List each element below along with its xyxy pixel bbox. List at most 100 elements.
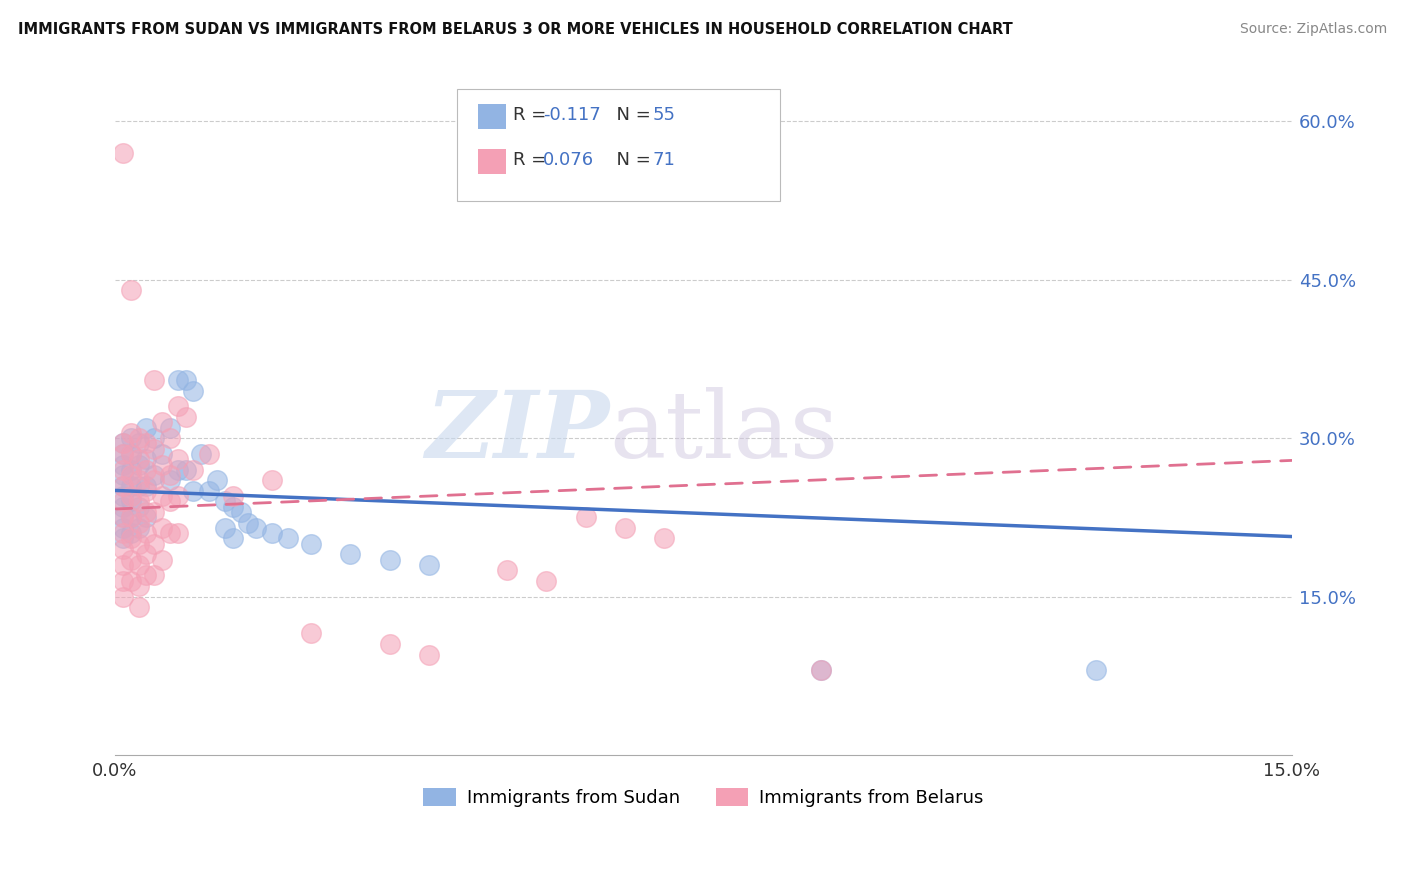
Point	[143, 431, 166, 445]
Point	[166, 489, 188, 503]
Point	[166, 463, 188, 477]
Point	[120, 510, 142, 524]
Point	[166, 400, 188, 414]
Point	[111, 521, 134, 535]
Point	[260, 474, 283, 488]
Point	[111, 590, 134, 604]
Point	[128, 431, 150, 445]
Point	[128, 478, 150, 492]
Point	[135, 510, 157, 524]
Text: Source: ZipAtlas.com: Source: ZipAtlas.com	[1240, 22, 1388, 37]
Point	[143, 505, 166, 519]
Point	[111, 510, 134, 524]
Text: 0.076: 0.076	[543, 151, 593, 169]
Point	[135, 568, 157, 582]
Point	[378, 552, 401, 566]
Point	[120, 283, 142, 297]
Point	[159, 494, 181, 508]
Point	[120, 532, 142, 546]
Point	[143, 442, 166, 456]
Text: R =: R =	[513, 151, 553, 169]
Point	[135, 547, 157, 561]
Point	[111, 436, 134, 450]
Point	[150, 458, 173, 472]
Point	[120, 494, 142, 508]
Text: atlas: atlas	[609, 387, 838, 477]
Point	[613, 521, 636, 535]
Point	[143, 537, 166, 551]
Point	[111, 478, 134, 492]
Point	[111, 541, 134, 556]
Point	[1084, 664, 1107, 678]
Point	[198, 483, 221, 498]
Point	[128, 452, 150, 467]
Point	[575, 510, 598, 524]
Point	[183, 483, 205, 498]
Point	[128, 458, 150, 472]
Point	[120, 552, 142, 566]
Point	[222, 500, 245, 514]
Point	[198, 447, 221, 461]
Point	[143, 468, 166, 483]
Point	[120, 468, 142, 483]
Point	[159, 431, 181, 445]
Point	[135, 436, 157, 450]
Point	[229, 505, 252, 519]
Point	[135, 478, 157, 492]
Point	[111, 468, 134, 483]
Point	[128, 500, 150, 514]
Point	[159, 526, 181, 541]
Point	[143, 568, 166, 582]
Point	[222, 489, 245, 503]
Point	[128, 600, 150, 615]
Point	[135, 452, 157, 467]
Point	[245, 521, 267, 535]
Point	[183, 384, 205, 398]
Point	[214, 521, 236, 535]
Point	[166, 373, 188, 387]
Point	[378, 637, 401, 651]
Text: R =: R =	[513, 106, 553, 124]
Point	[150, 521, 173, 535]
Point	[111, 500, 134, 514]
Point	[128, 436, 150, 450]
Point	[128, 516, 150, 530]
Point	[299, 537, 322, 551]
Point	[150, 415, 173, 429]
Text: N =: N =	[605, 151, 657, 169]
Point	[135, 505, 157, 519]
Point	[111, 478, 134, 492]
Point	[810, 664, 832, 678]
Point	[418, 648, 440, 662]
Point	[214, 494, 236, 508]
Point	[111, 447, 134, 461]
Point	[120, 489, 142, 503]
Point	[111, 532, 134, 546]
Point	[120, 574, 142, 588]
Point	[143, 373, 166, 387]
Text: 71: 71	[652, 151, 675, 169]
Text: IMMIGRANTS FROM SUDAN VS IMMIGRANTS FROM BELARUS 3 OR MORE VEHICLES IN HOUSEHOLD: IMMIGRANTS FROM SUDAN VS IMMIGRANTS FROM…	[18, 22, 1014, 37]
Point	[174, 409, 197, 424]
Point	[111, 494, 134, 508]
Point	[111, 463, 134, 477]
Point	[174, 463, 197, 477]
Point	[120, 478, 142, 492]
Point	[120, 447, 142, 461]
Point	[128, 558, 150, 572]
Point	[205, 474, 228, 488]
Point	[128, 474, 150, 488]
Point	[159, 420, 181, 434]
Point	[159, 474, 181, 488]
Point	[120, 526, 142, 541]
Point	[128, 494, 150, 508]
Point	[128, 521, 150, 535]
Point	[120, 431, 142, 445]
Point	[111, 489, 134, 503]
Point	[810, 664, 832, 678]
Point	[111, 146, 134, 161]
Point	[150, 489, 173, 503]
Point	[111, 558, 134, 572]
Point	[222, 532, 245, 546]
Point	[135, 483, 157, 498]
